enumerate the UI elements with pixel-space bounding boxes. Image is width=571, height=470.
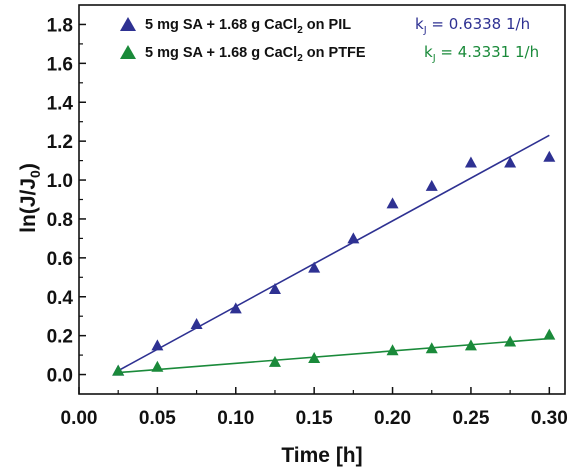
data-point-0	[504, 156, 517, 168]
data-point-0	[386, 197, 399, 209]
legend-marker-ptfe	[120, 45, 136, 59]
data-point-0	[151, 339, 164, 351]
x-tick-label: 0.30	[531, 408, 568, 429]
data-point-1	[386, 344, 399, 356]
y-axis-title-sub: 0	[27, 170, 43, 178]
data-point-0	[425, 179, 438, 191]
plot-frame	[78, 4, 566, 395]
legend-label-ptfe-post: on PTFE	[303, 45, 366, 61]
y-tick-label: 0.2	[47, 327, 73, 348]
data-point-1	[268, 355, 281, 367]
y-axis: 0.0 0.2 0.4 0.6 0.8 1.0 1.2 1.4 1.6 1.8	[47, 15, 86, 387]
y-tick-label: 0.6	[47, 249, 73, 270]
data-point-1	[425, 342, 438, 354]
y-axis-title-main: ln(J/J	[17, 178, 40, 233]
x-tick-label: 0.05	[139, 408, 176, 429]
data-markers	[112, 150, 556, 376]
y-tick-label: 0.8	[47, 210, 73, 231]
svg-text:ln(J/J0): ln(J/J0)	[17, 163, 43, 233]
legend-label-ptfe-sub: 2	[297, 53, 303, 64]
data-point-0	[229, 302, 242, 314]
y-tick-label: 1.2	[47, 132, 73, 153]
x-tick-label: 0.25	[452, 408, 489, 429]
data-point-0	[347, 232, 360, 244]
fit-line-0	[117, 134, 550, 372]
data-point-1	[543, 328, 556, 340]
legend-marker-pil	[120, 17, 136, 31]
data-point-1	[151, 360, 164, 372]
legend-label-pil-post: on PIL	[303, 17, 351, 33]
data-point-0	[543, 150, 556, 162]
legend-label-pil-sub: 2	[297, 25, 303, 36]
y-axis-title-close: )	[17, 163, 40, 170]
x-tick-label: 0.20	[374, 408, 411, 429]
rate-constant-ptfe: kJ = 4.3331 1/h	[424, 43, 539, 64]
x-axis: 0.00 0.05 0.10 0.15 0.20 0.25 0.30	[61, 387, 568, 429]
rate-constant-pil: kJ = 0.6338 1/h	[415, 15, 530, 36]
data-point-1	[112, 364, 125, 376]
fit-lines	[117, 134, 550, 374]
y-axis-title: ln(J/J0)	[17, 163, 43, 233]
data-point-0	[268, 282, 281, 294]
y-tick-label: 0.0	[47, 366, 73, 387]
y-tick-label: 1.0	[47, 171, 73, 192]
data-point-0	[308, 261, 321, 273]
legend-label-pil: 5 mg SA + 1.68 g CaCl	[145, 17, 297, 33]
x-tick-label: 0.15	[296, 408, 333, 429]
data-point-1	[504, 335, 517, 347]
y-tick-label: 1.4	[47, 93, 74, 114]
x-axis-title: Time [h]	[281, 444, 362, 467]
legend-label-ptfe: 5 mg SA + 1.68 g CaCl	[145, 45, 297, 61]
svg-text:5 mg SA + 1.68 g CaCl2 on PTFE: 5 mg SA + 1.68 g CaCl2 on PTFE	[145, 45, 366, 64]
x-tick-label: 0.10	[217, 408, 254, 429]
fit-line-1	[118, 337, 550, 374]
data-point-0	[190, 317, 203, 329]
y-tick-label: 0.4	[47, 288, 74, 309]
y-tick-label: 1.8	[47, 15, 73, 36]
data-point-0	[464, 156, 477, 168]
x-tick-label: 0.00	[61, 408, 98, 429]
data-point-1	[308, 352, 321, 364]
svg-text:5 mg SA + 1.68 g CaCl2 on PIL: 5 mg SA + 1.68 g CaCl2 on PIL	[145, 17, 351, 36]
legend: 5 mg SA + 1.68 g CaCl2 on PIL kJ = 0.633…	[120, 15, 539, 64]
y-tick-label: 1.6	[47, 54, 73, 75]
data-point-1	[464, 339, 477, 351]
